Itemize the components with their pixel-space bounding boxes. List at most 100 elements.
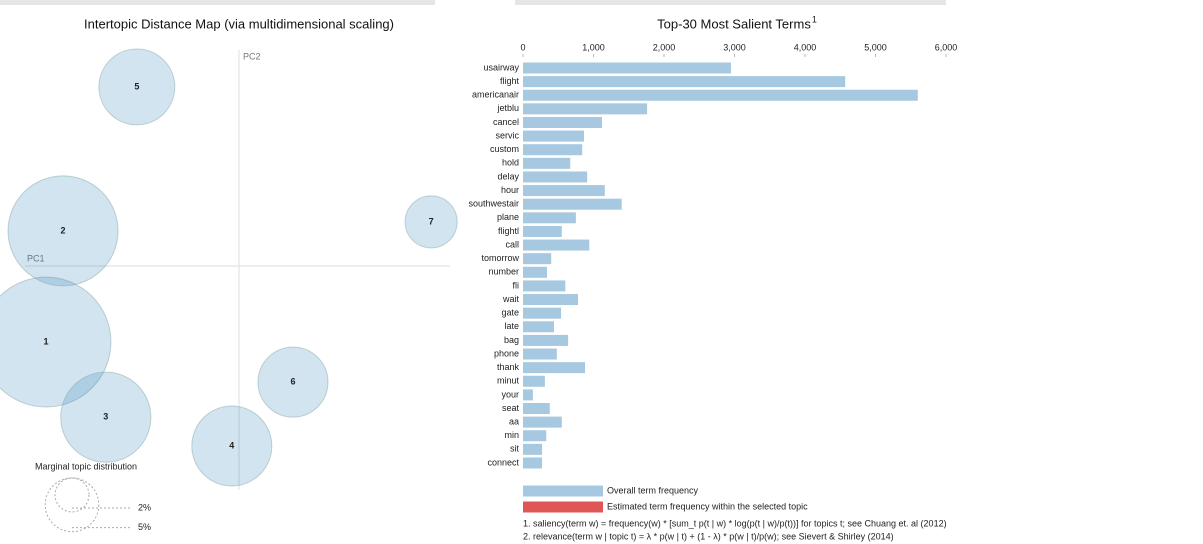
term-label: wait [502,294,520,304]
term-label: number [488,267,519,277]
term-label: usairway [483,62,519,72]
term-label: sit [510,444,519,454]
bar [523,362,586,374]
bar [523,239,590,251]
bar [523,280,566,292]
legend-swatch [523,485,603,497]
bar [523,321,555,333]
bar [523,253,552,265]
topic-label: 7 [429,216,434,226]
footnote: 1. saliency(term w) = frequency(w) * [su… [523,518,947,528]
topic-bubble [98,48,176,126]
size-legend-label: 5% [138,522,151,532]
term-label: fli [513,280,520,290]
term-label: connect [487,457,519,467]
topic-bubble [404,195,458,249]
bar [523,62,731,74]
bar [523,212,576,224]
bar [523,457,543,469]
bar [523,430,547,442]
bar [523,389,533,401]
topic-bubble [60,371,152,463]
x-tick-label: 0 [520,42,525,52]
term-label: plane [497,212,519,222]
legend-label: Estimated term frequency within the sele… [607,501,808,511]
bar [523,307,562,319]
bar [523,116,602,128]
topic-bubble [257,346,329,418]
bar [523,225,562,237]
term-label: southwestair [468,199,519,209]
topic-label: 2 [61,225,66,235]
bar [523,348,557,360]
topic-label: 3 [103,412,108,422]
x-tick-label: 3,000 [723,42,746,52]
term-label: hold [502,158,519,168]
term-label: jetblu [496,103,519,113]
term-label: tomorrow [481,253,519,263]
term-label: minut [497,376,520,386]
footnote: 2. relevance(term w | topic t) = λ * p(w… [523,531,894,541]
topic-label: 6 [290,376,295,386]
term-label: americanair [472,90,519,100]
bar [523,375,545,387]
topic-bubble [7,175,119,287]
term-label: gate [501,308,519,318]
topic-bubble [0,276,112,408]
term-label: aa [509,416,519,426]
topic-bubble [191,405,273,487]
topic-label: 1 [43,336,48,346]
bar [523,144,583,156]
chart-title: Top-30 Most Salient Terms [657,16,811,31]
bar [523,266,547,278]
term-label: hour [501,185,519,195]
bar [523,294,578,306]
size-legend-circle [54,477,90,513]
term-label: servic [495,130,519,140]
size-legend-label: 2% [138,502,151,512]
term-label: flight [500,76,520,86]
size-legend-circle [44,477,100,533]
x-tick-label: 4,000 [794,42,817,52]
term-label: flightl [498,226,519,236]
bar [523,198,622,210]
bar [523,403,550,414]
term-label: cancel [493,117,519,127]
x-tick-label: 1,000 [582,42,605,52]
size-legend-title: Marginal topic distribution [35,461,137,471]
legend-label: Overall term frequency [607,485,699,495]
y-axis-label: PC2 [243,51,261,61]
bar [523,185,605,197]
chart-title: Intertopic Distance Map (via multidimens… [84,16,394,31]
control-bar [0,0,435,5]
x-tick-label: 6,000 [935,42,958,52]
term-label: call [505,239,519,249]
bar [523,89,918,101]
chart-title-note: 1 [812,14,817,24]
topic-label: 4 [229,440,234,450]
term-label: bag [504,335,519,345]
bar [523,103,648,115]
x-axis-label: PC1 [27,253,45,263]
legend-swatch [523,501,603,513]
term-label: late [504,321,519,331]
term-label: custom [490,144,519,154]
bar [523,171,588,183]
bar [523,76,846,88]
bar [523,157,571,169]
term-label: delay [497,171,519,181]
term-label: thank [497,362,520,372]
x-tick-label: 2,000 [653,42,676,52]
topic-label: 5 [134,81,139,91]
bar [523,334,569,346]
term-label: phone [494,348,519,358]
term-label: min [504,430,519,440]
term-label: seat [502,403,520,413]
bar [523,130,584,142]
term-label: your [501,389,519,399]
bar [523,443,543,455]
bar [523,416,562,428]
x-tick-label: 5,000 [864,42,887,52]
